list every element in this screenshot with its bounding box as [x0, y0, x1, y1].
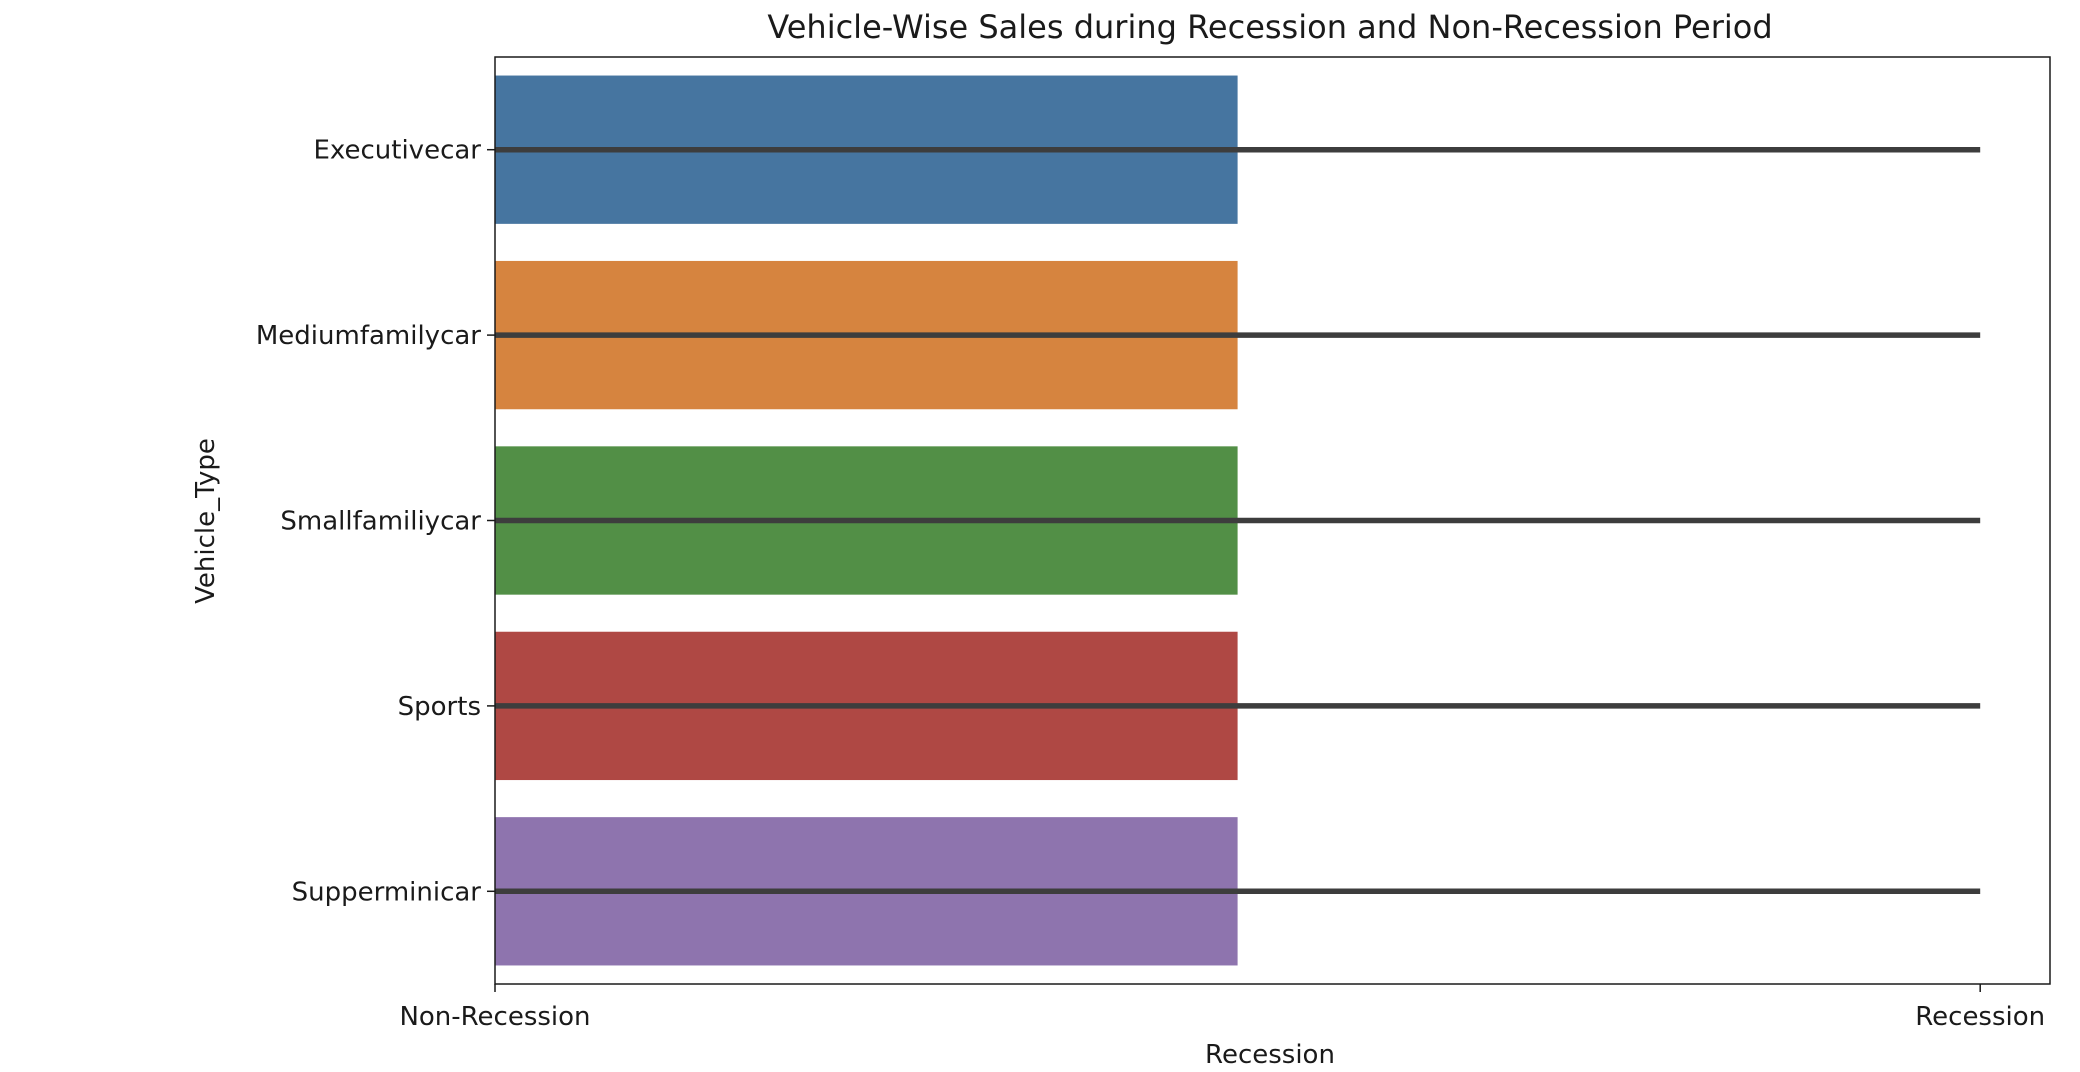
y-tick-label: Sports — [398, 692, 481, 722]
x-tick-label: Non-Recession — [399, 1002, 590, 1032]
y-tick-label: Smallfamiliycar — [280, 507, 481, 537]
chart-title: Vehicle-Wise Sales during Recession and … — [767, 8, 1772, 46]
y-axis-ticks: Executivecar Mediumfamilycar Smallfamiliyc… — [256, 136, 495, 907]
y-tick-label: Mediumfamilycar — [256, 321, 481, 351]
y-tick-label: Supperminicar — [292, 877, 482, 907]
x-tick-label: Recession — [1915, 1002, 2045, 1032]
x-axis-ticks: Non-Recession Recession — [399, 984, 2045, 1032]
y-tick-label: Executivecar — [313, 136, 481, 166]
x-axis-label: Recession — [1205, 1040, 1335, 1070]
error-bars-layer — [495, 146, 1981, 895]
y-axis-label: Vehicle_Type — [191, 438, 221, 604]
